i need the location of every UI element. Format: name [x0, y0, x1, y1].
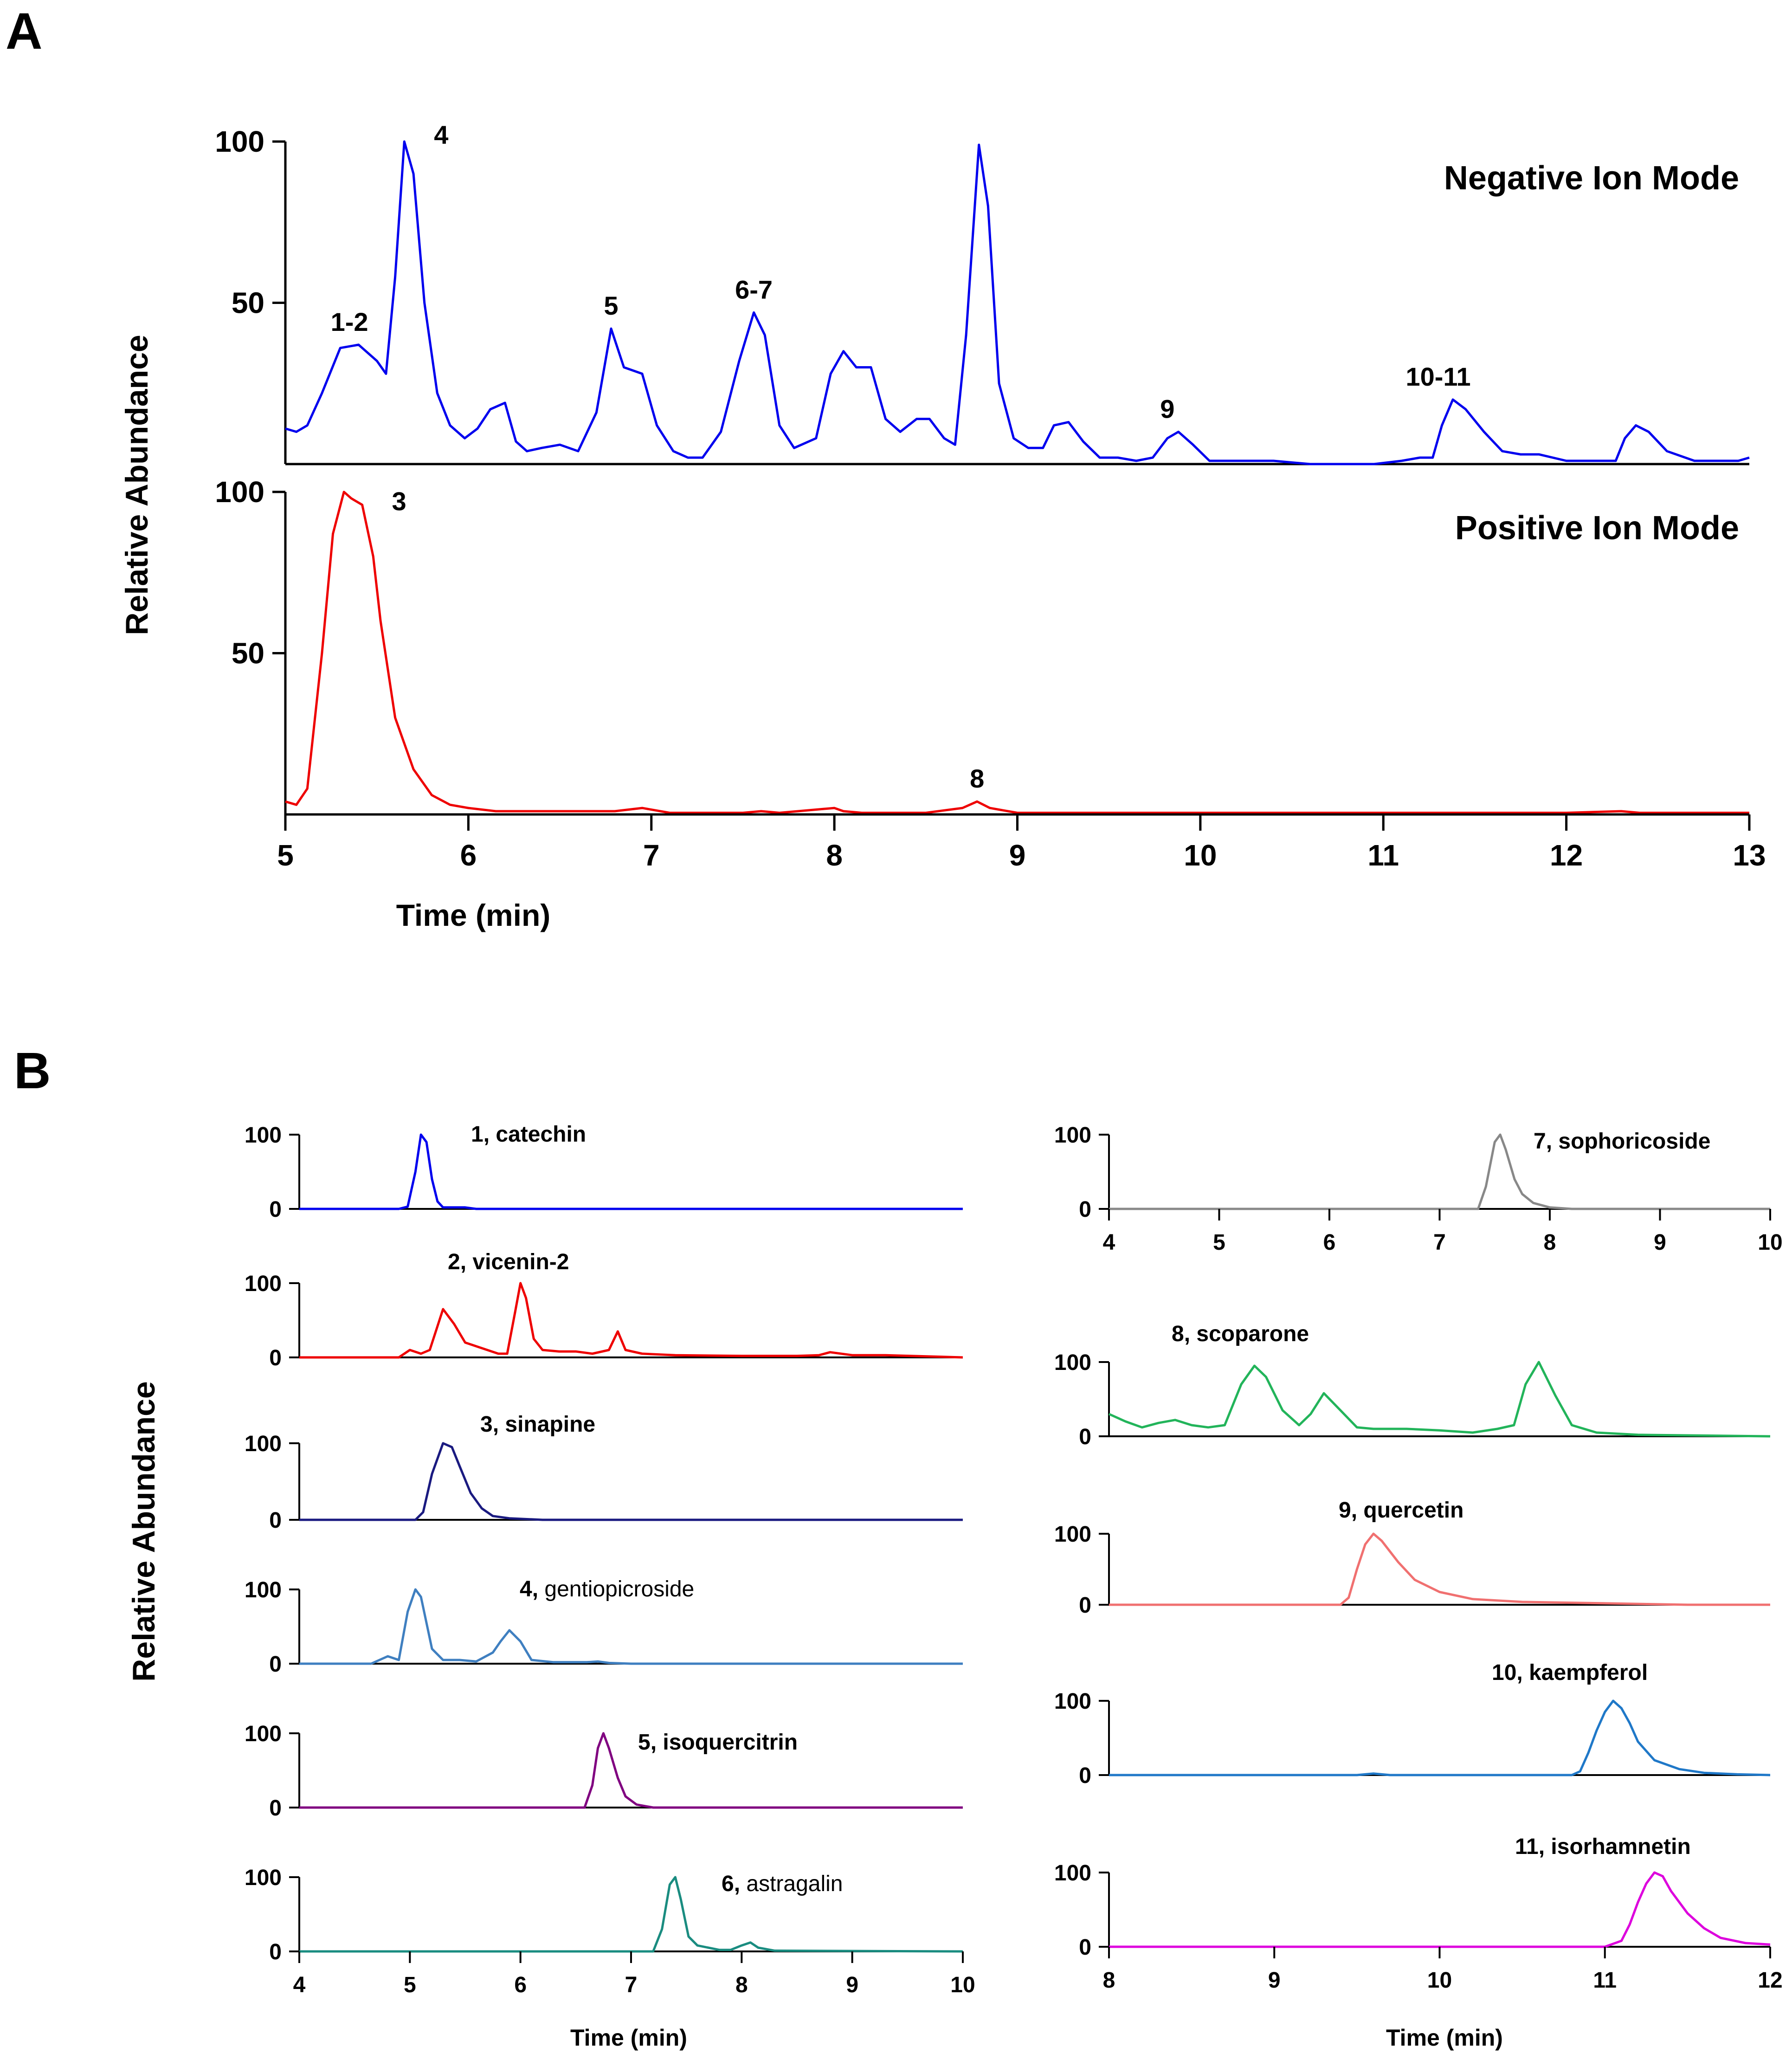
subplot-2-compound-label: 2, vicenin-2: [448, 1250, 569, 1274]
subplot-7-x-tick-label: 10: [1758, 1230, 1782, 1255]
negative-chromatogram-line: [285, 140, 1750, 465]
subplot-11-y-tick-label: 100: [1054, 1861, 1091, 1886]
panel-a-x-tick-label: 7: [643, 839, 660, 872]
peak-label-10-11: 10-11: [1405, 362, 1470, 391]
subplot-10-line: [1109, 1699, 1771, 1776]
subplot-10-y-tick-label: 100: [1054, 1689, 1091, 1714]
panel-a-x-tick-label: 6: [460, 839, 477, 872]
positive-y-tick-label: 50: [232, 637, 264, 670]
subplot-4-y-tick-label: 0: [269, 1652, 282, 1677]
panel-a-x-tick-label: 10: [1184, 839, 1217, 872]
subplot-6-line: [299, 1876, 963, 1953]
subplot-5-y-tick-label: 100: [245, 1722, 282, 1746]
subplot-5-compound-label: 5, isoquercitrin: [638, 1730, 798, 1755]
subplot-7-x-tick-label: 8: [1544, 1230, 1556, 1255]
panel-b-left-x-tick-label: 10: [950, 1973, 975, 1997]
peak-label-6-7: 6-7: [735, 275, 773, 304]
subplot-9-y-tick-label: 0: [1079, 1593, 1091, 1618]
panel-a-x-tick-label: 13: [1733, 839, 1766, 872]
subplot-5-y-tick-label: 0: [269, 1796, 282, 1821]
subplot-4-y-tick-label: 100: [245, 1578, 282, 1602]
subplot-10-y-tick-label: 0: [1079, 1763, 1091, 1788]
positive-mode-label: Positive Ion Mode: [1455, 510, 1739, 547]
subplot-8-line: [1108, 1361, 1771, 1438]
panel-b-left-x-tick-label: 9: [846, 1973, 858, 1997]
subplot-1-compound-label: 1, catechin: [471, 1122, 586, 1147]
panel-label-b: B: [14, 1042, 51, 1099]
panel-b-left-x-tick-label: 5: [404, 1973, 416, 1997]
subplot-11-y-tick-label: 0: [1079, 1935, 1091, 1960]
panel-a-x-axis-title: Time (min): [396, 898, 550, 932]
subplot-2-y-tick-label: 0: [269, 1346, 282, 1370]
subplot-8-y-tick-label: 0: [1079, 1425, 1091, 1449]
negative-y-tick-label: 50: [232, 286, 264, 320]
peak-label-8: 8: [970, 764, 984, 793]
peak-label-3: 3: [392, 487, 406, 516]
subplot-6-y-tick-label: 100: [245, 1866, 282, 1890]
panel-a-x-tick-label: 5: [277, 839, 294, 872]
panel-a-x-tick-label: 11: [1367, 839, 1399, 872]
panel-b-left-x-tick-label: 6: [514, 1973, 527, 1997]
panel-b-left-x-tick-label: 8: [735, 1973, 748, 1997]
subplot-7-x-tick-label: 9: [1654, 1230, 1666, 1255]
negative-mode-label: Negative Ion Mode: [1444, 160, 1739, 197]
panel-b-left-x-tick-label: 7: [625, 1973, 638, 1997]
panel-a-x-tick-label: 9: [1009, 839, 1026, 872]
panel-a-x-tick-label: 8: [826, 839, 843, 872]
panel-b-right-x-tick-label: 9: [1268, 1968, 1281, 1993]
subplot-4-line: [299, 1588, 963, 1665]
positive-chromatogram-line: [285, 491, 1749, 814]
subplot-7-line: [1109, 1133, 1770, 1210]
subplot-7-x-tick-label: 4: [1103, 1230, 1115, 1255]
positive-y-tick-label: 100: [215, 475, 264, 509]
subplot-8-compound-label: 8, scoparone: [1172, 1322, 1309, 1346]
subplot-3-y-tick-label: 100: [245, 1432, 282, 1456]
subplot-1-y-tick-label: 100: [245, 1123, 282, 1148]
subplot-4-compound-label: 4, gentiopicroside: [520, 1577, 694, 1602]
subplot-7-y-tick-label: 100: [1054, 1123, 1091, 1148]
subplot-3-compound-label: 3, sinapine: [480, 1412, 595, 1437]
subplot-7-x-tick-label: 5: [1213, 1230, 1225, 1255]
subplot-7-y-tick-label: 0: [1079, 1197, 1091, 1222]
panel-b-right-x-tick-label: 12: [1758, 1968, 1782, 1993]
subplot-7-x-tick-label: 7: [1433, 1230, 1446, 1255]
subplot-6-compound-label: 6, astragalin: [722, 1872, 843, 1896]
panel-label-a: A: [6, 3, 42, 60]
subplot-9-line: [1109, 1532, 1770, 1606]
subplot-11-compound-label: 11, isorhamnetin: [1515, 1834, 1691, 1859]
subplot-5-line: [299, 1732, 963, 1809]
subplot-2-line: [299, 1282, 963, 1359]
peak-label-4: 4: [434, 120, 448, 149]
panel-b-right-x-tick-label: 8: [1103, 1968, 1115, 1993]
panel-b-left-x-tick-label: 4: [293, 1973, 306, 1997]
panel-b-right-x-tick-label: 11: [1593, 1968, 1617, 1993]
subplot-9-y-tick-label: 100: [1054, 1522, 1091, 1547]
panel-b-right-x-tick-label: 10: [1427, 1968, 1452, 1993]
subplot-7-compound-label: 7, sophoricoside: [1534, 1129, 1710, 1154]
panel-a-x-tick-label: 12: [1550, 839, 1583, 872]
subplot-9-compound-label: 9, quercetin: [1339, 1498, 1463, 1523]
peak-label-5: 5: [604, 291, 618, 320]
subplot-1-y-tick-label: 0: [269, 1197, 282, 1222]
subplot-2-y-tick-label: 100: [245, 1272, 282, 1296]
negative-y-tick-label: 100: [215, 125, 264, 158]
panel-a-y-axis-title: Relative Abundance: [119, 335, 155, 635]
peak-label-1-2: 1-2: [331, 307, 368, 336]
subplot-8-y-tick-label: 100: [1054, 1350, 1091, 1375]
subplot-11-line: [1109, 1871, 1771, 1948]
subplot-6-y-tick-label: 0: [269, 1940, 282, 1964]
subplot-10-compound-label: 10, kaempferol: [1492, 1660, 1648, 1685]
subplot-3-line: [299, 1442, 963, 1521]
subplot-7-x-tick-label: 6: [1323, 1230, 1336, 1255]
panel-b-right-x-axis-title: Time (min): [1386, 2025, 1503, 2051]
panel-b-left-x-axis-title: Time (min): [570, 2025, 687, 2051]
panel-b-y-axis-title: Relative Abundance: [126, 1381, 161, 1681]
subplot-3-y-tick-label: 0: [269, 1508, 282, 1533]
peak-label-9: 9: [1160, 394, 1174, 424]
subplot-1-line: [299, 1133, 963, 1210]
